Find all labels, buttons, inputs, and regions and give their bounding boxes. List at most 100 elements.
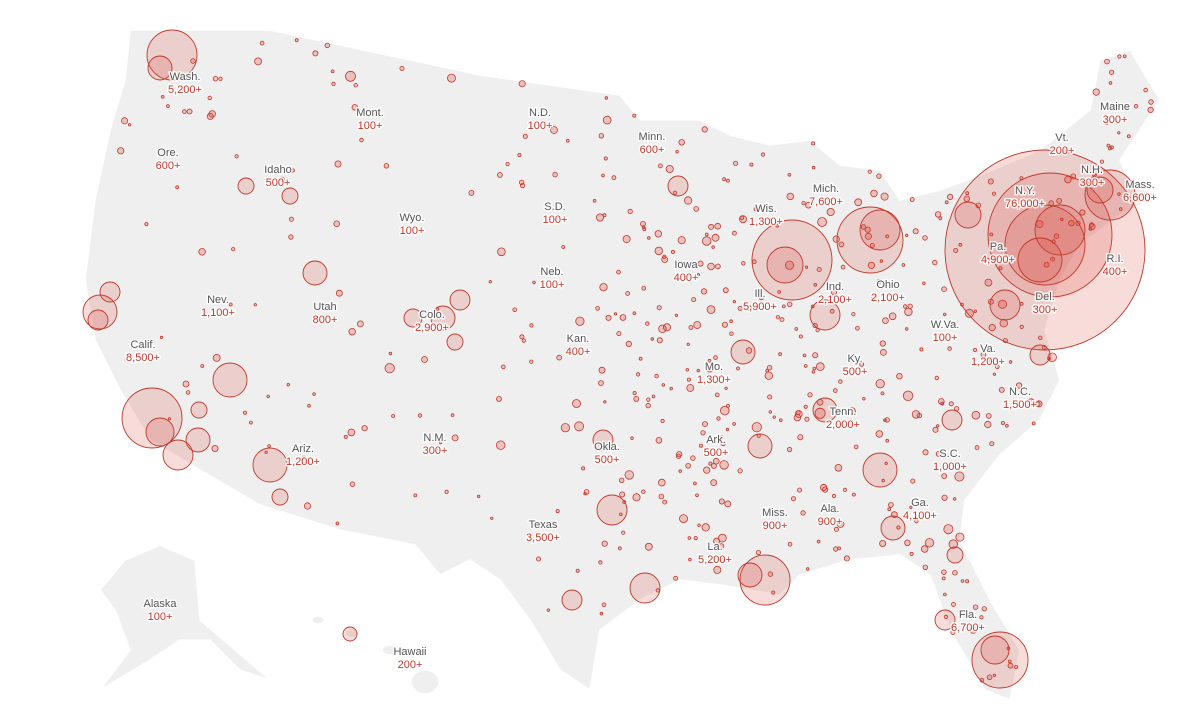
case-dot	[603, 400, 607, 404]
case-dot	[952, 570, 958, 576]
case-dot	[640, 220, 646, 227]
case-dot	[875, 379, 885, 389]
state-name: Okla.	[594, 441, 620, 453]
state-name: Neb.	[540, 266, 563, 278]
case-dot	[806, 567, 810, 571]
case-dot	[916, 412, 923, 419]
case-dot	[847, 407, 856, 416]
case-dot	[665, 164, 674, 173]
state-cases: 1,100+	[201, 307, 235, 319]
state-name: N.H.	[1081, 164, 1103, 176]
case-dot	[907, 303, 913, 309]
case-dot	[832, 388, 838, 393]
case-dot	[885, 438, 889, 443]
case-dot	[831, 289, 837, 296]
case-dot	[935, 450, 942, 457]
case-dot	[638, 356, 643, 361]
state-cases: 300+	[1103, 114, 1128, 126]
case-dot	[775, 223, 780, 228]
case-dot	[334, 160, 342, 168]
case-dot	[706, 305, 716, 314]
case-dot	[128, 123, 132, 127]
case-dot	[1104, 58, 1110, 65]
case-dot	[556, 354, 562, 361]
case-dot	[1117, 54, 1122, 59]
case-bubble	[766, 246, 804, 284]
case-bubble	[1034, 204, 1086, 256]
case-dot	[561, 245, 566, 249]
case-dot	[775, 315, 781, 320]
case-dot	[767, 394, 773, 400]
case-dot	[833, 526, 839, 532]
case-dot	[399, 66, 405, 72]
case-dot	[621, 530, 626, 535]
case-dot	[598, 380, 604, 387]
case-dot	[914, 519, 919, 524]
case-bubble	[1029, 344, 1051, 366]
case-dot	[622, 235, 631, 244]
case-dot	[417, 413, 423, 418]
case-dot	[121, 117, 129, 125]
state-cases: 100+	[540, 279, 565, 291]
case-bubble	[941, 409, 963, 431]
case-dot	[654, 146, 658, 151]
case-dot	[941, 286, 947, 293]
case-dot	[388, 351, 393, 356]
case-dot	[1015, 382, 1023, 389]
case-dot	[797, 434, 804, 441]
case-dot	[512, 307, 517, 313]
case-dot	[674, 313, 679, 317]
case-dot	[259, 40, 265, 46]
case-dot	[749, 162, 754, 167]
state-cases: 400+	[566, 346, 591, 358]
case-dot	[833, 546, 839, 552]
state-cases: 2,100+	[818, 294, 852, 306]
case-dot	[693, 206, 699, 212]
state-cases: 1,300+	[697, 374, 731, 386]
case-bubbles	[82, 29, 1146, 689]
case-dot	[715, 263, 721, 270]
case-dot	[771, 590, 776, 595]
state-name: S.C.	[939, 448, 960, 460]
case-dot	[691, 297, 697, 303]
case-dot	[960, 579, 965, 583]
case-dot	[803, 364, 808, 368]
case-dot	[708, 461, 713, 466]
case-dot	[555, 509, 560, 514]
case-dot	[598, 366, 606, 374]
case-bubble	[751, 219, 833, 301]
case-dot	[811, 141, 816, 146]
case-bubble	[237, 177, 255, 195]
case-dot	[613, 312, 618, 316]
case-dot	[656, 337, 663, 344]
case-dot	[1099, 159, 1105, 164]
case-dot	[909, 505, 913, 509]
case-dot	[658, 163, 663, 169]
case-bubble	[862, 452, 898, 488]
case-bubble	[836, 206, 904, 274]
state-cases: 2,000+	[826, 419, 860, 431]
case-dot	[635, 372, 641, 377]
case-bubble	[99, 281, 121, 303]
case-bubble	[592, 429, 614, 451]
case-dot	[992, 372, 997, 376]
state-cases: 600+	[156, 160, 181, 172]
case-dot	[599, 283, 608, 292]
case-dot	[1088, 226, 1093, 231]
case-dot	[312, 392, 316, 396]
case-dot	[330, 69, 335, 74]
case-dot	[286, 383, 290, 387]
case-dot	[707, 262, 715, 271]
case-dot	[617, 546, 622, 551]
case-bubble	[145, 417, 175, 447]
case-dot	[519, 334, 525, 340]
state-cases: 6,600+	[1123, 192, 1157, 204]
case-bubble	[747, 433, 773, 459]
case-dot	[383, 163, 390, 169]
case-dot	[812, 366, 817, 371]
case-bubble	[954, 201, 982, 229]
case-dot	[693, 536, 698, 541]
case-dot	[798, 334, 803, 339]
case-dot	[911, 410, 921, 419]
case-dot	[288, 216, 294, 222]
